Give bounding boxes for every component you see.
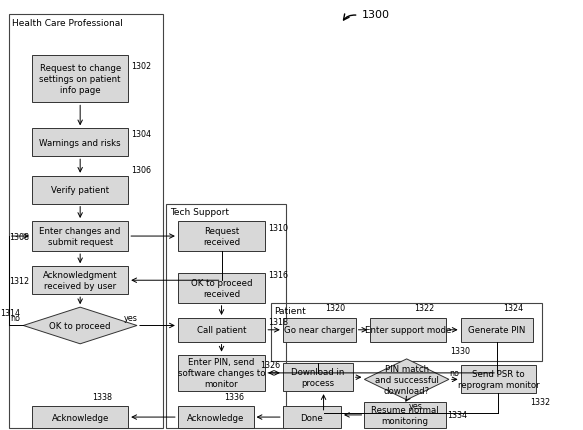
- Bar: [271, 303, 542, 361]
- Bar: [364, 402, 446, 428]
- Text: 1334: 1334: [447, 411, 467, 419]
- Polygon shape: [364, 359, 449, 400]
- Text: Enter support mode: Enter support mode: [365, 326, 451, 335]
- Text: Tech Support: Tech Support: [170, 208, 229, 217]
- Bar: [166, 204, 286, 428]
- Bar: [178, 221, 265, 252]
- Text: 1326: 1326: [259, 360, 280, 369]
- Text: 1316: 1316: [268, 271, 288, 280]
- Text: 1336: 1336: [224, 393, 244, 401]
- Bar: [32, 406, 128, 428]
- Text: Enter PIN, send
software changes to
monitor: Enter PIN, send software changes to moni…: [178, 357, 265, 389]
- Text: Acknowledge: Acknowledge: [51, 413, 109, 421]
- Bar: [461, 318, 533, 342]
- Text: PIN match
and successful
download?: PIN match and successful download?: [375, 364, 438, 395]
- Text: 1306: 1306: [131, 166, 151, 174]
- Text: 1310: 1310: [268, 224, 288, 232]
- Bar: [178, 318, 265, 342]
- Text: Acknowledge: Acknowledge: [187, 413, 244, 421]
- Bar: [283, 363, 353, 391]
- Text: Call patient: Call patient: [197, 326, 246, 335]
- Text: Go near charger: Go near charger: [284, 326, 354, 335]
- Text: 1338: 1338: [92, 393, 112, 401]
- Text: 1300: 1300: [361, 10, 389, 20]
- Text: Acknowledgment
received by user: Acknowledgment received by user: [43, 270, 118, 291]
- Text: Resume normal
monitoring: Resume normal monitoring: [371, 405, 439, 425]
- Text: no: no: [449, 369, 460, 378]
- Text: OK to proceed
received: OK to proceed received: [191, 278, 252, 298]
- Text: Warnings and risks: Warnings and risks: [39, 138, 121, 147]
- Text: 1312: 1312: [9, 276, 29, 285]
- Bar: [32, 221, 128, 252]
- Bar: [370, 318, 446, 342]
- Text: 1304: 1304: [131, 130, 151, 139]
- Text: Health Care Professional: Health Care Professional: [12, 18, 123, 28]
- Text: Enter changes and
submit request: Enter changes and submit request: [40, 227, 121, 246]
- Text: Request
received: Request received: [203, 227, 240, 246]
- Text: 1332: 1332: [531, 397, 551, 405]
- Text: 1330: 1330: [450, 346, 470, 355]
- Text: 1308: 1308: [9, 232, 29, 241]
- Bar: [283, 406, 341, 428]
- Text: Verify patient: Verify patient: [51, 186, 109, 195]
- Text: Done: Done: [300, 413, 324, 421]
- Bar: [32, 176, 128, 204]
- Text: Patient: Patient: [275, 307, 306, 316]
- Text: 1320: 1320: [325, 303, 345, 312]
- Text: OK to proceed: OK to proceed: [50, 321, 111, 330]
- Text: 1322: 1322: [414, 303, 434, 312]
- Text: Request to change
settings on patient
info page: Request to change settings on patient in…: [40, 64, 121, 95]
- Bar: [178, 355, 265, 391]
- Bar: [32, 56, 128, 103]
- Text: Generate PIN: Generate PIN: [468, 326, 526, 335]
- Bar: [32, 267, 128, 295]
- Text: yes: yes: [409, 401, 422, 409]
- Text: Send PSR to
reprogram monitor: Send PSR to reprogram monitor: [458, 369, 539, 390]
- Text: 1302: 1302: [131, 62, 152, 71]
- Text: yes: yes: [124, 313, 138, 322]
- Bar: [178, 273, 265, 303]
- Bar: [178, 406, 254, 428]
- Text: 1324: 1324: [503, 303, 523, 312]
- Text: no: no: [10, 313, 20, 322]
- Text: 1318: 1318: [268, 317, 288, 326]
- Bar: [9, 15, 163, 428]
- Bar: [461, 366, 536, 393]
- Bar: [32, 129, 128, 157]
- Bar: [283, 318, 356, 342]
- Text: 1314: 1314: [1, 308, 20, 317]
- Polygon shape: [23, 307, 137, 344]
- Text: Download in
process: Download in process: [291, 367, 345, 387]
